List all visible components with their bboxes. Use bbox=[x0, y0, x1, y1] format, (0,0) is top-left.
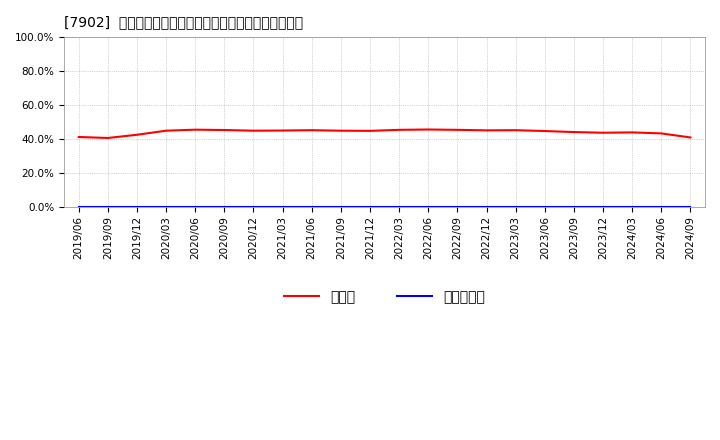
現預金 bbox=[599, 130, 608, 136]
現預金 bbox=[307, 128, 316, 133]
現預金 bbox=[482, 128, 491, 133]
有利子負債 bbox=[511, 204, 520, 209]
現預金 bbox=[74, 134, 83, 139]
有利子負債 bbox=[278, 204, 287, 209]
現預金 bbox=[249, 128, 258, 133]
現預金 bbox=[366, 128, 374, 133]
Line: 現預金: 現預金 bbox=[78, 129, 690, 138]
有利子負債 bbox=[220, 204, 229, 209]
有利子負債 bbox=[162, 204, 171, 209]
有利子負債 bbox=[366, 204, 374, 209]
有利子負債 bbox=[570, 204, 578, 209]
有利子負債 bbox=[336, 204, 345, 209]
有利子負債 bbox=[453, 204, 462, 209]
有利子負債 bbox=[74, 204, 83, 209]
有利子負債 bbox=[191, 204, 199, 209]
現預金 bbox=[220, 127, 229, 132]
有利子負債 bbox=[599, 204, 608, 209]
有利子負債 bbox=[628, 204, 636, 209]
現預金 bbox=[628, 130, 636, 135]
Text: [7902]  現預金、有利子負債の総資産に対する比率の推移: [7902] 現預金、有利子負債の総資産に対する比率の推移 bbox=[64, 15, 303, 29]
有利子負債 bbox=[657, 204, 665, 209]
現預金 bbox=[395, 127, 403, 132]
現預金 bbox=[278, 128, 287, 133]
有利子負債 bbox=[132, 204, 141, 209]
現預金 bbox=[104, 136, 112, 141]
有利子負債 bbox=[307, 204, 316, 209]
有利子負債 bbox=[395, 204, 403, 209]
現預金 bbox=[686, 135, 695, 140]
現預金 bbox=[453, 127, 462, 132]
現預金 bbox=[570, 129, 578, 135]
現預金 bbox=[511, 128, 520, 133]
現預金 bbox=[162, 128, 171, 133]
有利子負債 bbox=[249, 204, 258, 209]
現預金 bbox=[424, 127, 433, 132]
現預金 bbox=[336, 128, 345, 133]
有利子負債 bbox=[541, 204, 549, 209]
Legend: 現預金, 有利子負債: 現預金, 有利子負債 bbox=[279, 285, 490, 310]
有利子負債 bbox=[424, 204, 433, 209]
現預金 bbox=[657, 131, 665, 136]
有利子負債 bbox=[104, 204, 112, 209]
有利子負債 bbox=[686, 204, 695, 209]
有利子負債 bbox=[482, 204, 491, 209]
現預金 bbox=[132, 132, 141, 137]
現預金 bbox=[541, 128, 549, 134]
現預金 bbox=[191, 127, 199, 132]
